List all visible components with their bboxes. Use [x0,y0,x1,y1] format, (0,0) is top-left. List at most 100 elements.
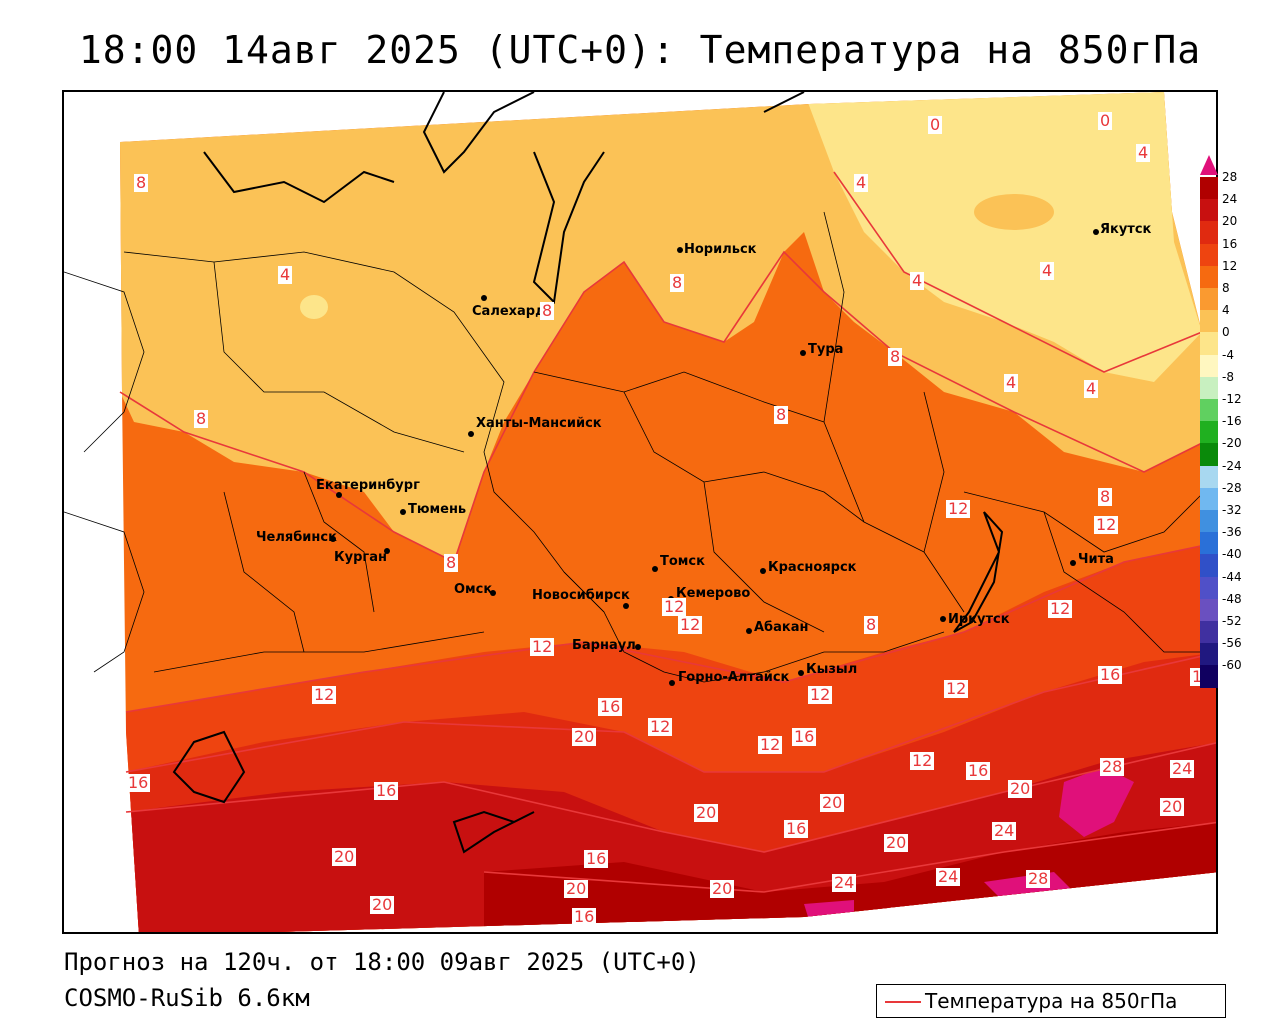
city-yakutsk: Якутск [1100,222,1152,237]
contour-label: 20 [332,847,357,866]
contour-label: 20 [820,793,845,812]
scale-swatch [1200,598,1218,621]
map-area: Норильск Якутск Салехард Тура Ханты-Манс… [62,90,1218,934]
scale-swatch [1200,665,1218,688]
city-dot [384,548,390,554]
contour-label: 28 [1026,869,1051,888]
scale-swatch [1200,532,1218,555]
model-info: COSMO-RuSib 6.6км [64,984,310,1012]
city-dot [798,670,804,676]
contour-label: 12 [808,685,833,704]
city-dot [940,616,946,622]
contour-label: 12 [910,751,935,770]
city-chita: Чита [1078,552,1114,567]
scale-label: -56 [1222,636,1242,651]
city-khanty-mansiysk: Ханты-Мансийск [476,416,602,431]
contour-label: 20 [1160,797,1185,816]
contour-label: 12 [944,679,969,698]
city-dot [652,566,658,572]
city-dot [746,628,752,634]
contour-label: 16 [572,907,597,926]
scale-label: -20 [1222,436,1242,451]
contour-label: 20 [710,879,735,898]
scale-swatch [1200,443,1218,466]
scale-label: -44 [1222,569,1242,584]
contour-label: 16 [126,773,151,792]
city-barnaul: Барнаул [572,638,636,653]
scale-swatch [1200,621,1218,644]
scale-label: -36 [1222,525,1242,540]
scale-swatch [1200,465,1218,488]
contour-label: 24 [992,821,1017,840]
contour-label: 8 [540,301,555,320]
scale-swatch [1200,376,1218,399]
contour-label: 16 [784,819,809,838]
city-tura: Тура [808,342,844,357]
scale-label: 12 [1222,258,1238,273]
contour-label: 12 [312,685,337,704]
city-dot [330,536,336,542]
contour-label: 8 [888,347,903,366]
color-scale: 28 24 20 16 12 8 4 0 -4 -8 -12 -16 -20 -24 -28 -32 -36 -4… [1198,155,1278,688]
contour-label: 24 [936,867,961,886]
scale-label: 20 [1222,214,1238,229]
city-norilsk: Норильск [684,242,757,257]
contour-label: 12 [1048,599,1073,618]
scale-swatch [1200,421,1218,444]
contour-label: 8 [774,405,789,424]
scale-label: -48 [1222,591,1242,606]
city-dot [336,492,342,498]
contour-label: 4 [1040,261,1055,280]
city-dot [800,350,806,356]
city-dot [623,603,629,609]
city-dot [677,247,683,253]
map-title: 18:00 14авг 2025 (UTC+0): Температура на… [78,28,1202,72]
contour-label: 4 [1084,379,1099,398]
legend-line-swatch [885,1001,921,1003]
scale-swatch [1200,221,1218,244]
city-dot [481,295,487,301]
scale-label: -24 [1222,458,1242,473]
scale-label: -28 [1222,480,1242,495]
scale-label: -4 [1222,347,1234,362]
contour-label: 12 [946,499,971,518]
scale-swatch [1200,288,1218,311]
city-abakan: Абакан [754,620,809,635]
contour-label: 4 [278,265,293,284]
scale-label: 0 [1222,325,1230,340]
forecast-info: Прогноз на 120ч. от 18:00 09авг 2025 (UT… [64,948,700,976]
city-irkutsk: Иркутск [948,612,1010,627]
contour-label: 12 [662,597,687,616]
scale-swatch [1200,399,1218,422]
contour-label: 16 [966,761,991,780]
contour-label: 0 [928,115,943,134]
scale-label: -40 [1222,547,1242,562]
contour-label: 28 [1100,757,1125,776]
contour-label: 12 [530,637,555,656]
contour-label: 12 [648,717,673,736]
temperature-field [64,92,1216,932]
contour-label: 8 [670,273,685,292]
city-dot [1070,560,1076,566]
scale-top-arrow [1200,155,1218,175]
legend: Температура на 850гПа [876,984,1226,1018]
city-tomsk: Томск [660,554,705,569]
scale-label: 8 [1222,281,1230,295]
contour-label: 8 [194,409,209,428]
legend-label: Температура на 850гПа [925,989,1178,1013]
contour-label: 8 [864,615,879,634]
scale-swatch [1200,510,1218,533]
scale-label: 28 [1222,170,1238,184]
scale-swatch [1200,310,1218,333]
scale-swatch [1200,487,1218,510]
contour-label: 20 [1008,779,1033,798]
contour-label: 4 [910,271,925,290]
contour-label: 16 [584,849,609,868]
city-novosibirsk: Новосибирск [532,588,630,603]
scale-label: -60 [1222,658,1242,673]
contour-label: 20 [564,879,589,898]
scale-swatch [1200,554,1218,577]
contour-label: 16 [1098,665,1123,684]
contour-label: 20 [884,833,909,852]
city-dot [1093,229,1099,235]
